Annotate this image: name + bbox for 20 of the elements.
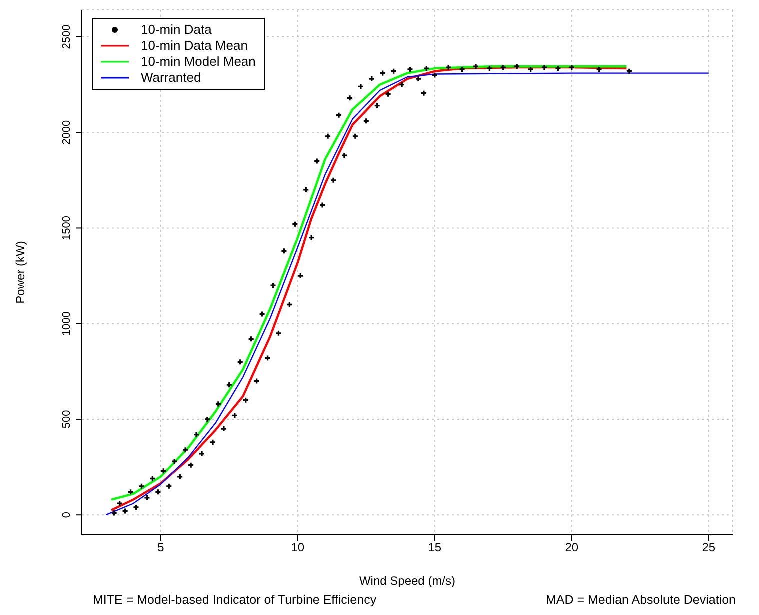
y-tick-label: 0	[61, 512, 73, 518]
y-axis-title: Power (kW)	[13, 241, 28, 304]
y-tick-label: 1500	[61, 216, 73, 240]
legend-label: 10-min Data Mean	[141, 38, 248, 54]
x-tick-label: 10	[291, 540, 305, 555]
y-tick-label: 2500	[61, 24, 73, 50]
text: MITE = Model-based Indicator of Turbine Efficiency	[93, 593, 377, 607]
x-axis-title: Wind Speed (m/s)	[359, 574, 456, 588]
x-tick-label: 20	[565, 540, 579, 555]
y-tick-label: 500	[61, 410, 73, 429]
x-tick-label: 25	[702, 540, 716, 555]
line-series	[106, 72, 710, 516]
x-tick-label: 15	[428, 540, 442, 555]
text: MAD = Median Absolute Deviation	[546, 593, 736, 607]
y-tick-label: 2000	[61, 120, 73, 145]
legend-label: Warranted	[141, 70, 202, 86]
legend-label: 10-min Data	[141, 22, 212, 38]
legend-label: 10-min Model Mean	[141, 54, 256, 70]
x-tick-label: 5	[158, 540, 165, 555]
y-tick-label: 1000	[61, 312, 73, 336]
